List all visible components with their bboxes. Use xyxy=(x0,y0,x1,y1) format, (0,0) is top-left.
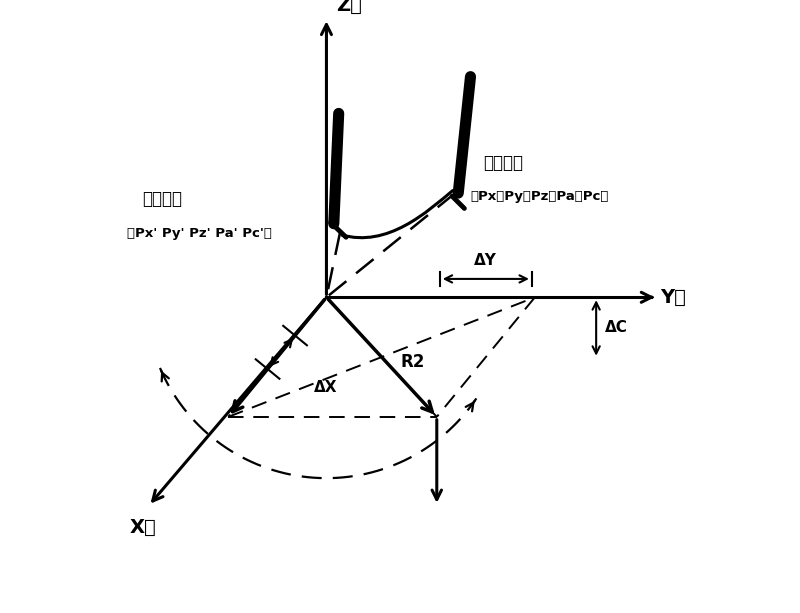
Text: R2: R2 xyxy=(400,352,424,371)
Text: （Px' Py' Pz' Pa' Pc'）: （Px' Py' Pz' Pa' Pc'） xyxy=(127,227,272,240)
Text: ΔY: ΔY xyxy=(474,253,498,268)
Text: Z轴: Z轴 xyxy=(336,0,362,15)
Text: 刀具起点: 刀具起点 xyxy=(482,154,522,172)
Text: 刀具终点: 刀具终点 xyxy=(142,191,182,208)
Text: （Px，Py，Pz，Pa，Pc）: （Px，Py，Pz，Pa，Pc） xyxy=(470,190,609,203)
Text: ΔX: ΔX xyxy=(314,380,337,395)
Text: ΔC: ΔC xyxy=(606,321,628,335)
Text: Y轴: Y轴 xyxy=(661,288,686,306)
Text: X轴: X轴 xyxy=(129,518,156,537)
